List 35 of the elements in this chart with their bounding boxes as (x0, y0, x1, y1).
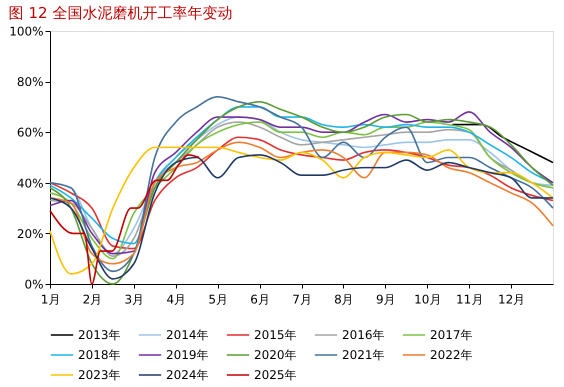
x-tick-label: 11月 (456, 292, 484, 306)
x-tick-label: 1月 (40, 292, 60, 306)
legend-label: 2015年 (254, 328, 297, 342)
x-tick-label: 10月 (414, 292, 442, 306)
legend-label: 2017年 (430, 328, 473, 342)
x-tick-label: 8月 (334, 292, 354, 306)
y-tick-label: 40% (16, 176, 44, 190)
legend-label: 2016年 (342, 328, 385, 342)
line-series (49, 136, 554, 250)
legend-label: 2020年 (254, 348, 297, 362)
y-tick-label: 80% (16, 75, 44, 90)
legend-label: 2025年 (254, 368, 297, 382)
legend-label: 2019年 (166, 348, 209, 362)
y-tick-label: 0% (24, 278, 44, 292)
x-tick-label: 3月 (124, 292, 144, 306)
x-tick-label: 4月 (166, 292, 186, 306)
legend-label: 2022年 (430, 348, 473, 362)
x-tick-label: 2月 (82, 292, 102, 306)
x-tick-label: 7月 (292, 292, 312, 306)
line-series (452, 124, 554, 164)
legend-label: 2023年 (78, 368, 121, 382)
legend-label: 2014年 (166, 328, 209, 342)
legend-label: 2013年 (78, 328, 121, 342)
legend-label: 2024年 (166, 368, 209, 382)
line-series (49, 154, 200, 285)
x-tick-label: 9月 (376, 292, 396, 306)
x-tick-label: 6月 (250, 292, 270, 306)
y-tick-label: 100% (9, 24, 44, 38)
x-tick-label: 5月 (208, 292, 228, 306)
y-tick-label: 60% (16, 126, 44, 140)
y-tick-label: 20% (16, 226, 44, 241)
legend-label: 2018年 (78, 348, 121, 362)
legend-label: 2021年 (342, 348, 385, 362)
x-tick-label: 12月 (498, 292, 526, 306)
chart-title: 图 12 全国水泥磨机开工率年变动 (8, 4, 232, 22)
